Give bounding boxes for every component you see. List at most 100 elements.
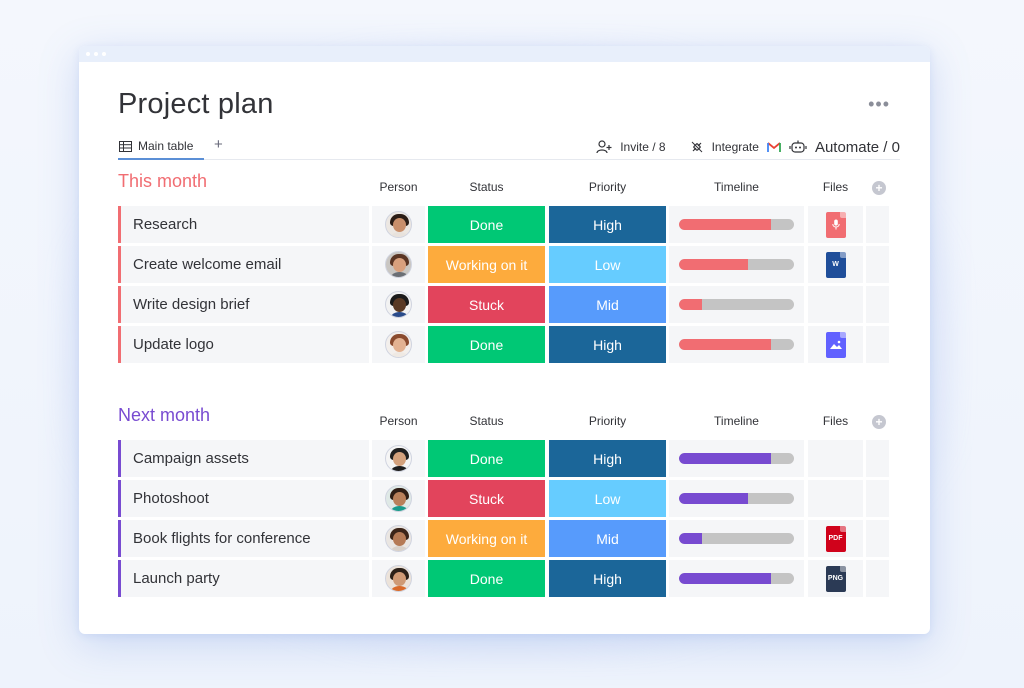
row-end-cell — [866, 440, 889, 477]
column-header-timeline[interactable]: Timeline — [714, 180, 759, 194]
files-cell[interactable] — [808, 206, 863, 243]
item-name-cell[interactable]: Campaign assets — [118, 440, 369, 477]
column-header-status[interactable]: Status — [469, 180, 504, 194]
person-cell[interactable] — [372, 286, 425, 323]
status-cell[interactable]: Done — [428, 206, 545, 243]
tabs-bar: Main table + Invite / 8 Integrate — [118, 134, 900, 160]
priority-cell[interactable]: High — [549, 206, 666, 243]
status-cell[interactable]: Working on it — [428, 520, 545, 557]
files-cell[interactable] — [808, 480, 863, 517]
more-options-button[interactable]: ••• — [868, 94, 890, 114]
timeline-cell[interactable] — [669, 520, 804, 557]
column-header-priority[interactable]: Priority — [588, 414, 627, 428]
add-column-icon[interactable]: + — [872, 415, 886, 429]
column-header-timeline[interactable]: Timeline — [714, 414, 759, 428]
timeline-cell[interactable] — [669, 560, 804, 597]
status-cell[interactable]: Working on it — [428, 246, 545, 283]
files-cell[interactable] — [808, 326, 863, 363]
item-name-cell[interactable]: Book flights for conference — [118, 520, 369, 557]
item-name-cell[interactable]: Photoshoot — [118, 480, 369, 517]
item-name-cell[interactable]: Write design brief — [118, 286, 369, 323]
group-title[interactable]: Next month — [118, 405, 211, 425]
column-header-status[interactable]: Status — [469, 414, 504, 428]
item-name-cell[interactable]: Update logo — [118, 326, 369, 363]
page-title: Project plan — [118, 88, 274, 120]
column-header-priority[interactable]: Priority — [588, 180, 627, 194]
priority-cell[interactable]: High — [549, 326, 666, 363]
priority-cell[interactable]: Mid — [549, 520, 666, 557]
timeline-cell[interactable] — [669, 246, 804, 283]
item-name: Photoshoot — [133, 490, 209, 507]
item-name-cell[interactable]: Create welcome email — [118, 246, 369, 283]
column-header-person[interactable]: Person — [379, 414, 418, 428]
pdf-file-icon[interactable]: PDF — [825, 525, 846, 552]
timeline-cell[interactable] — [669, 326, 804, 363]
timeline-cell[interactable] — [669, 286, 804, 323]
tab-main-table[interactable]: Main table — [118, 134, 204, 160]
app-window: Project plan ••• Main table + Invite / 8 — [79, 46, 930, 634]
person-cell[interactable] — [372, 520, 425, 557]
add-tab-button[interactable]: + — [214, 136, 223, 153]
avatar-face — [393, 338, 406, 352]
audio-file-icon[interactable] — [825, 211, 846, 238]
files-cell[interactable]: PNG — [808, 560, 863, 597]
timeline-cell[interactable] — [669, 440, 804, 477]
status-cell[interactable]: Done — [428, 560, 545, 597]
status-cell[interactable]: Done — [428, 440, 545, 477]
table-icon — [119, 140, 132, 152]
priority-cell[interactable]: Low — [549, 246, 666, 283]
item-name: Research — [133, 216, 198, 233]
avatar — [385, 251, 412, 278]
item-name: Write design brief — [133, 296, 250, 313]
row-end-cell — [866, 286, 889, 323]
item-name-cell[interactable]: Launch party — [118, 560, 369, 597]
priority-cell[interactable]: High — [549, 440, 666, 477]
files-cell[interactable]: PDF — [808, 520, 863, 557]
integrate-plug-icon — [691, 141, 702, 153]
item-name-cell[interactable]: Research — [118, 206, 369, 243]
timeline-cell[interactable] — [669, 480, 804, 517]
column-header-person[interactable]: Person — [379, 180, 418, 194]
timeline-bar — [679, 259, 794, 270]
group-color-bar — [118, 560, 121, 597]
person-cell[interactable] — [372, 326, 425, 363]
files-cell[interactable]: W — [808, 246, 863, 283]
avatar-body — [389, 312, 410, 317]
timeline-progress — [679, 259, 748, 270]
word-file-icon[interactable]: W — [825, 251, 846, 278]
files-cell[interactable] — [808, 286, 863, 323]
group-color-bar — [118, 286, 121, 323]
column-header-files[interactable]: Files — [822, 414, 849, 428]
timeline-cell[interactable] — [669, 206, 804, 243]
timeline-bar — [679, 533, 794, 544]
group-title[interactable]: This month — [118, 171, 208, 191]
avatar — [385, 331, 412, 358]
person-cell[interactable] — [372, 246, 425, 283]
avatar-face — [393, 572, 406, 586]
row-end-cell — [866, 560, 889, 597]
integrate-button[interactable]: Integrate — [711, 140, 759, 154]
status-cell[interactable]: Stuck — [428, 480, 545, 517]
window-dot-icon — [102, 52, 106, 56]
png-file-icon[interactable]: PNG — [825, 565, 846, 592]
file-type-label: PDF — [828, 535, 843, 542]
image-file-icon[interactable] — [825, 331, 846, 358]
table-row: Update logo Done High — [118, 326, 894, 363]
priority-cell[interactable]: Mid — [549, 286, 666, 323]
person-cell[interactable] — [372, 560, 425, 597]
person-cell[interactable] — [372, 206, 425, 243]
row-end-cell — [866, 206, 889, 243]
priority-cell[interactable]: Low — [549, 480, 666, 517]
priority-cell[interactable]: High — [549, 560, 666, 597]
item-name: Create welcome email — [133, 256, 282, 273]
status-cell[interactable]: Stuck — [428, 286, 545, 323]
person-cell[interactable] — [372, 440, 425, 477]
invite-button[interactable]: Invite / 8 — [620, 140, 666, 154]
add-column-icon[interactable]: + — [872, 181, 886, 195]
files-cell[interactable] — [808, 440, 863, 477]
column-header-files[interactable]: Files — [822, 180, 849, 194]
status-cell[interactable]: Done — [428, 326, 545, 363]
person-cell[interactable] — [372, 480, 425, 517]
automate-button[interactable]: Automate / 0 — [814, 138, 900, 156]
timeline-bar — [679, 299, 794, 310]
